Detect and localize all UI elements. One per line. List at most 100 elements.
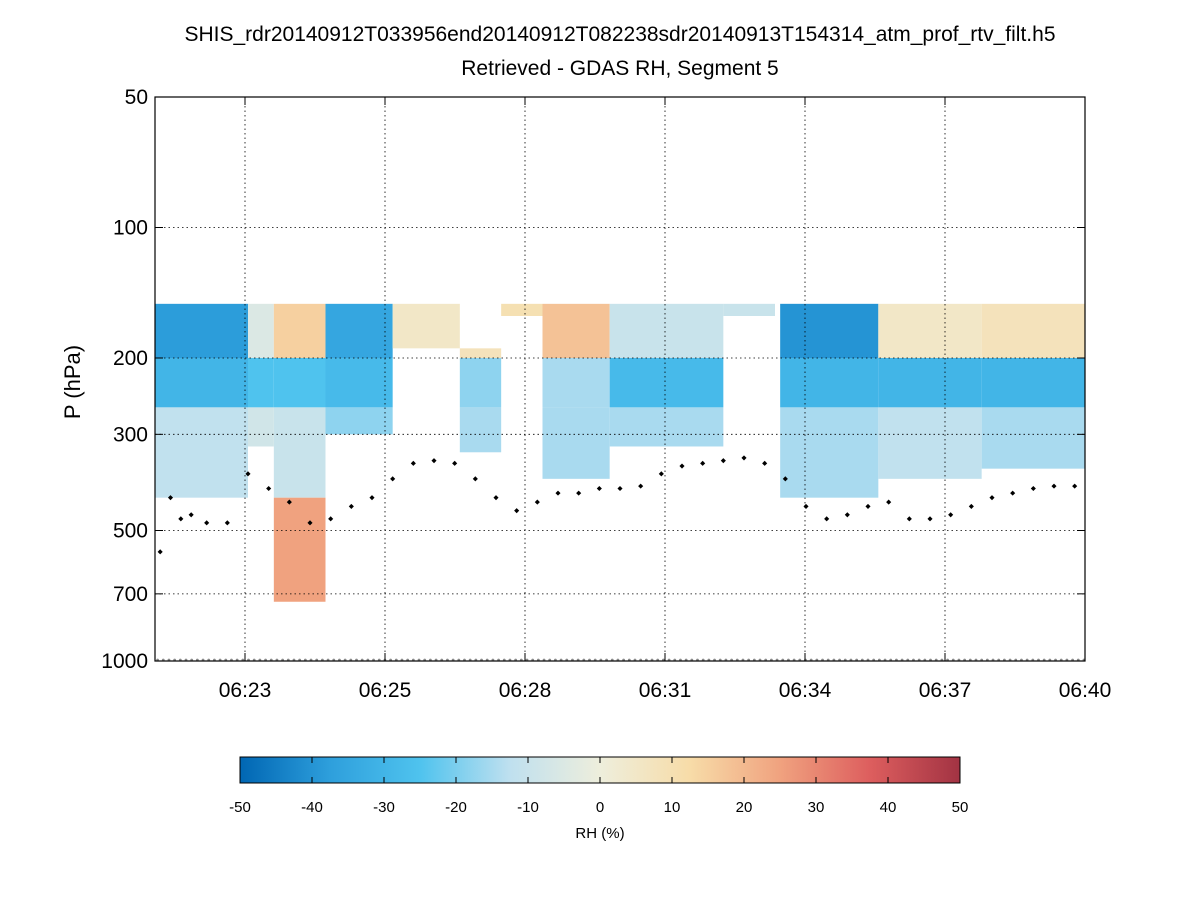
surface-profile-point	[679, 463, 685, 469]
x-tick-label: 06:31	[639, 679, 692, 702]
chart-title: SHIS_rdr20140912T033956end20140912T08223…	[184, 23, 1055, 46]
colorbar-label: RH (%)	[575, 825, 624, 842]
colorbar-tick-label: 50	[952, 799, 969, 816]
heatmap-cell	[609, 407, 724, 447]
heatmap-cell	[542, 303, 610, 358]
colorbar-tick-label: -30	[373, 799, 395, 816]
heatmap-cell	[459, 357, 502, 408]
colorbar-ticks: -50 -40 -30 -20 -10 0 10 20 30 40 50	[229, 757, 968, 816]
heatmap-cells	[155, 303, 1085, 602]
colorbar-tick-label: -40	[301, 799, 323, 816]
heatmap-cell	[273, 303, 326, 358]
surface-profile-point	[178, 516, 184, 522]
surface-profile-point	[741, 455, 747, 461]
y-tick-label: 50	[125, 86, 148, 109]
heatmap-cell	[981, 303, 1085, 358]
heatmap-cell	[155, 357, 248, 408]
surface-profile-point	[410, 460, 416, 466]
heatmap-cell	[780, 303, 879, 358]
surface-profile-point	[1030, 485, 1036, 492]
surface-profile-point	[1072, 483, 1078, 489]
surface-profile-point	[906, 516, 912, 522]
heatmap-cell	[325, 357, 393, 408]
surface-profile-point	[157, 549, 163, 555]
heatmap-cell	[325, 303, 393, 358]
surface-profile-point	[948, 512, 954, 518]
x-tick-label: 06:23	[219, 679, 272, 702]
x-tick-label: 06:28	[499, 679, 552, 702]
heatmap-cell	[878, 407, 982, 479]
heatmap-cell	[878, 357, 982, 408]
surface-profile-point	[266, 485, 272, 492]
surface-profile-point	[452, 460, 458, 466]
heatmap-cell	[248, 357, 274, 408]
heatmap-cell	[155, 407, 248, 498]
heatmap-cell	[609, 357, 724, 408]
surface-profile-point	[1010, 490, 1016, 496]
surface-profile-point	[803, 503, 809, 509]
y-tick-label: 500	[113, 520, 148, 543]
surface-profile-point	[369, 495, 375, 501]
surface-profile-point	[167, 495, 174, 501]
surface-profile-point	[596, 485, 602, 492]
heatmap-cell	[273, 497, 326, 602]
heatmap-cell	[723, 303, 775, 316]
surface-profile-point	[824, 516, 830, 522]
surface-profile-point	[224, 520, 230, 526]
y-tick-label: 1000	[101, 650, 148, 673]
heatmap-cell	[542, 357, 610, 408]
heatmap-cell	[780, 357, 879, 408]
heatmap-cell	[981, 407, 1085, 469]
surface-profile-point	[886, 499, 892, 505]
surface-profile-point	[1051, 483, 1057, 489]
heatmap-cell	[248, 407, 274, 447]
heatmap-cell	[609, 303, 724, 358]
surface-profile-point	[328, 516, 334, 522]
surface-profile-point	[472, 476, 478, 482]
surface-profile-point	[348, 503, 354, 509]
chart-subtitle: Retrieved - GDAS RH, Segment 5	[461, 57, 778, 80]
surface-profile-point	[865, 503, 871, 509]
heatmap-cell	[325, 407, 393, 435]
x-tick-label: 06:40	[1059, 679, 1112, 702]
surface-profile-point	[989, 495, 995, 501]
heatmap-cell	[878, 303, 982, 358]
colorbar-tick-label: 10	[664, 799, 681, 816]
heatmap-cell	[392, 303, 460, 349]
surface-profile-point	[844, 512, 850, 518]
heatmap-cell	[981, 357, 1085, 408]
heatmap-cell	[273, 357, 326, 408]
surface-profile-point	[534, 499, 540, 505]
x-tick-label: 06:34	[779, 679, 832, 702]
y-axis-ticks: 50 100 200 300 500 700 1000	[101, 86, 1085, 673]
colorbar-tick-label: 40	[880, 799, 897, 816]
y-tick-label: 100	[113, 216, 148, 239]
surface-profile-point	[493, 495, 499, 501]
surface-profile-point	[700, 460, 706, 466]
colorbar-tick-label: -10	[517, 799, 539, 816]
x-tick-label: 06:25	[359, 679, 412, 702]
colorbar-tick-label: 20	[736, 799, 753, 816]
surface-profile-point	[245, 471, 251, 477]
x-tick-label: 06:37	[919, 679, 972, 702]
surface-profile-point	[188, 512, 194, 518]
surface-profile-point	[927, 516, 933, 522]
surface-profile-point	[514, 508, 520, 514]
surface-profile-point	[782, 476, 788, 482]
heatmap-cell	[501, 303, 543, 316]
colorbar-tick-label: -20	[445, 799, 467, 816]
colorbar-tick-label: -50	[229, 799, 251, 816]
surface-profile-point	[555, 490, 561, 496]
heatmap-cell	[155, 303, 248, 358]
heatmap-cell	[459, 407, 502, 453]
colorbar-tick-label: 0	[596, 799, 604, 816]
surface-profile-point	[968, 503, 974, 509]
colorbar-tick-label: 30	[808, 799, 825, 816]
y-tick-label: 700	[113, 583, 148, 606]
surface-profile-point	[638, 483, 644, 489]
surface-profile-point	[762, 460, 768, 466]
plot-frame	[154, 96, 1086, 662]
heatmap-cell	[248, 303, 274, 358]
